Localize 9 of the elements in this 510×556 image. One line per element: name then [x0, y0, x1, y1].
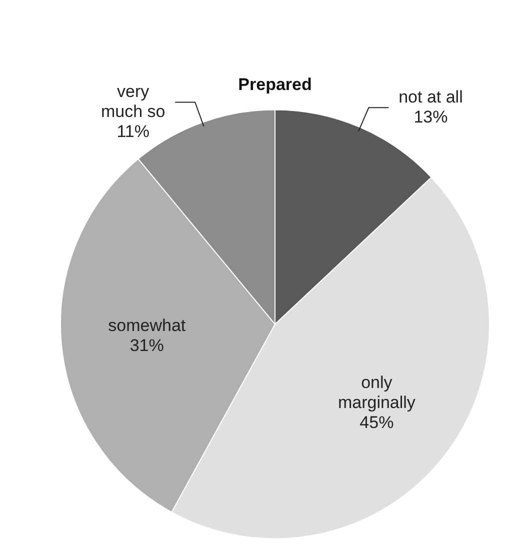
slice-label: only marginally: [338, 372, 416, 412]
data-label: 11%: [116, 122, 150, 141]
slice-label: somewhat: [108, 316, 186, 335]
slice-label: very much so: [100, 82, 166, 121]
slice-label: not at all: [398, 87, 463, 106]
data-label: 13%: [414, 107, 448, 126]
data-label: 45%: [360, 412, 394, 432]
data-label: 31%: [130, 336, 164, 355]
chart-title: Prepared: [238, 74, 312, 94]
